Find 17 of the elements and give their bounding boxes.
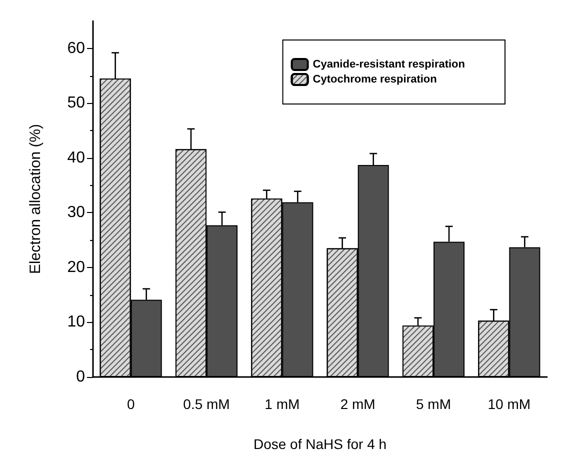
x-axis-title: Dose of NaHS for 4 h	[253, 436, 387, 452]
x-tick-label: 5 mM	[416, 396, 451, 412]
y-tick-label: 20	[67, 258, 86, 276]
x-tick-label: 0	[126, 396, 135, 412]
y-tick-label: 10	[67, 314, 86, 331]
x-tick-label: 1 mM	[264, 396, 300, 412]
y-tick-label: 30	[67, 204, 86, 222]
legend-label: Cytochrome respiration	[312, 74, 438, 86]
x-tick-label: 2 mM	[340, 396, 376, 412]
y-tick-label: 50	[67, 94, 86, 112]
legend-label: Cyanide-resistant respiration	[312, 58, 466, 70]
y-axis-title: Electron allocation (%)	[27, 124, 44, 274]
y-tick-label: 40	[67, 149, 86, 166]
x-tick-label: 10 mM	[488, 396, 531, 412]
x-tick-label: 0.5 mM	[183, 396, 230, 412]
y-tick-label: 60	[67, 40, 86, 57]
y-tick-label: 0	[76, 368, 86, 386]
